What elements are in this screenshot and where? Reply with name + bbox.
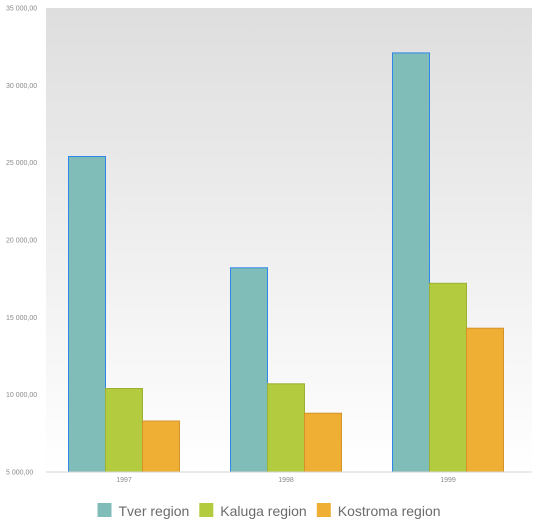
bar-kaluga-region-1999 [429, 282, 467, 473]
legend-label: Kostroma region [338, 503, 441, 519]
bar-tver-region-1998 [230, 267, 268, 473]
legend-swatch [316, 503, 331, 517]
bar-kostroma-region-1998 [304, 412, 342, 473]
x-tick-label: 1999 [440, 477, 456, 484]
legend-item: Tver region [97, 503, 190, 519]
bars [68, 52, 504, 473]
x-axis: 1997 1998 1999 [116, 477, 456, 484]
legend-item: Kostroma region [316, 503, 441, 519]
bar-kaluga-region-1997 [105, 388, 143, 473]
legend-swatch [97, 503, 112, 517]
y-tick-label: 15 000,00 [6, 315, 37, 322]
bar-kaluga-region-1998 [267, 383, 305, 473]
legend: Tver region Kaluga region Kostroma region [97, 503, 441, 519]
bar-kostroma-region-1997 [142, 420, 180, 473]
legend-label: Kaluga region [220, 503, 306, 519]
bar-tver-region-1999 [392, 52, 430, 473]
x-tick-label: 1997 [116, 477, 132, 484]
bar-kostroma-region-1999 [466, 327, 504, 473]
y-tick-label: 30 000,00 [6, 83, 37, 90]
legend-label: Tver region [119, 503, 190, 519]
y-tick-label: 10 000,00 [6, 392, 37, 399]
x-tick-label: 1998 [278, 477, 294, 484]
y-axis: 5 000,00 10 000,00 15 000,00 20 000,00 25 00… [6, 6, 37, 477]
y-tick-label: 35 000,00 [6, 6, 37, 13]
bar-tver-region-1997 [68, 156, 106, 473]
y-tick-label: 25 000,00 [6, 160, 37, 167]
y-tick-label: 5 000,00 [6, 470, 33, 477]
legend-swatch [199, 503, 214, 517]
legend-item: Kaluga region [199, 503, 307, 519]
y-tick-label: 20 000,00 [6, 238, 37, 245]
